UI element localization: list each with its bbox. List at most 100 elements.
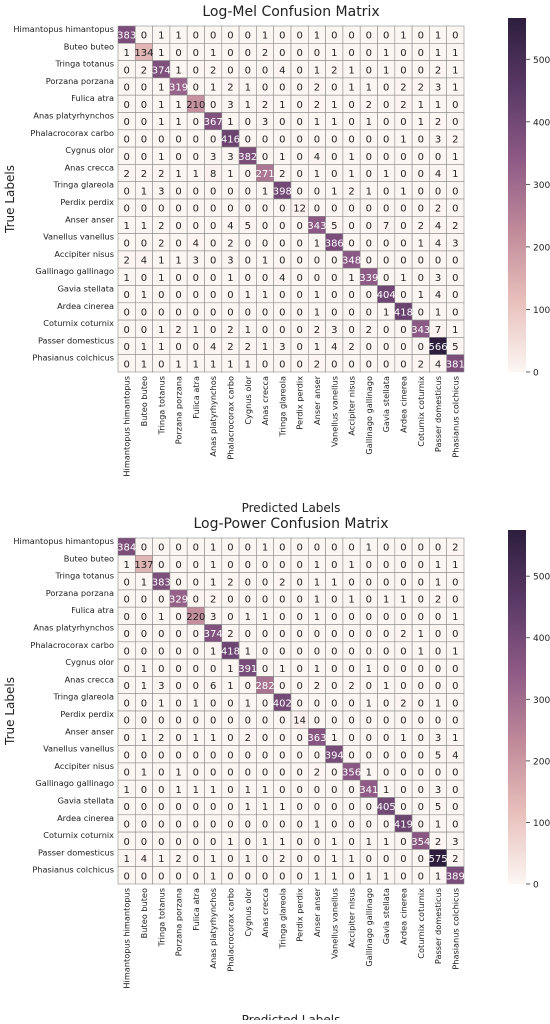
cell-value-label: 0 bbox=[348, 543, 354, 554]
cell-value-label: 0 bbox=[435, 256, 441, 267]
cell-value-label: 0 bbox=[435, 612, 441, 623]
cell-value-label: 2 bbox=[210, 595, 216, 606]
cell-value-label: 1 bbox=[158, 273, 164, 284]
cell-value-label: 0 bbox=[418, 256, 424, 267]
cell-value-label: 0 bbox=[227, 854, 233, 865]
cell-value-label: 418 bbox=[221, 646, 240, 657]
x-tick-label: Accipiter nisus bbox=[347, 376, 357, 436]
cell-value-label: 0 bbox=[331, 664, 337, 675]
cell-value-label: 0 bbox=[331, 802, 337, 813]
cell-value-label: 0 bbox=[279, 681, 285, 692]
cell-value-label: 0 bbox=[123, 290, 129, 301]
cell-value-label: 0 bbox=[348, 204, 354, 215]
x-tick-label: Gallinago gallinago bbox=[364, 376, 374, 455]
cell-value-label: 0 bbox=[383, 612, 389, 623]
cell-value-label: 2 bbox=[158, 169, 164, 180]
x-tick-label: Anser anser bbox=[312, 375, 322, 425]
cell-value-label: 0 bbox=[279, 359, 285, 370]
colorbar-tick-label: 500 bbox=[533, 56, 550, 66]
x-tick-label: Perdix perdix bbox=[295, 888, 305, 942]
cell-value-label: 0 bbox=[366, 152, 372, 163]
cell-value-label: 0 bbox=[366, 290, 372, 301]
cell-value-label: 0 bbox=[123, 83, 129, 94]
cell-value-label: 210 bbox=[186, 100, 205, 111]
cell-value-label: 1 bbox=[366, 837, 372, 848]
cell-value-label: 1 bbox=[141, 290, 147, 301]
cell-value-label: 2 bbox=[400, 629, 406, 640]
cell-value-label: 1 bbox=[314, 307, 320, 318]
cell-value-label: 0 bbox=[279, 48, 285, 59]
cell-value-label: 2 bbox=[314, 359, 320, 370]
cell-value-label: 0 bbox=[400, 560, 406, 571]
cell-value-label: 1 bbox=[366, 543, 372, 554]
cell-value-label: 1 bbox=[158, 256, 164, 267]
cell-value-label: 0 bbox=[141, 750, 147, 761]
cell-value-label: 0 bbox=[210, 31, 216, 42]
cell-value-label: 0 bbox=[262, 733, 268, 744]
cell-value-label: 0 bbox=[452, 117, 458, 128]
cell-value-label: 0 bbox=[296, 134, 302, 145]
cell-value-label: 1 bbox=[175, 169, 181, 180]
cell-value-label: 0 bbox=[348, 221, 354, 232]
cell-value-label: 0 bbox=[227, 768, 233, 779]
cell-value-label: 0 bbox=[366, 854, 372, 865]
cell-value-label: 4 bbox=[210, 342, 216, 353]
heatmap-cells bbox=[117, 25, 465, 373]
cell-value-label: 0 bbox=[158, 664, 164, 675]
cell-value-label: 1 bbox=[262, 290, 268, 301]
cell-value-label: 2 bbox=[435, 204, 441, 215]
x-tick-label: Vanellus vanellus bbox=[329, 376, 339, 447]
cell-value-label: 383 bbox=[152, 577, 171, 588]
y-tick-label: Buteo buteo bbox=[64, 41, 114, 51]
cell-value-label: 0 bbox=[296, 117, 302, 128]
y-tick-label: Tringa glareola bbox=[53, 180, 114, 190]
cell-value-label: 0 bbox=[418, 664, 424, 675]
cell-value-label: 0 bbox=[452, 716, 458, 727]
cell-value-label: 0 bbox=[348, 664, 354, 675]
cell-value-label: 0 bbox=[123, 750, 129, 761]
cell-value-label: 0 bbox=[366, 612, 372, 623]
cell-value-label: 1 bbox=[175, 31, 181, 42]
y-tick-labels: Himantopus himantopus Buteo buteo Tringa t… bbox=[13, 536, 114, 875]
cell-value-label: 0 bbox=[141, 629, 147, 640]
cell-value-label: 2 bbox=[348, 186, 354, 197]
cell-value-label: 0 bbox=[141, 273, 147, 284]
y-tick-label: Phalacrocorax carbo bbox=[30, 128, 114, 138]
cell-value-label: 0 bbox=[175, 612, 181, 623]
chart-title: Log-Power Confusion Matrix bbox=[193, 516, 388, 532]
cell-value-label: 1 bbox=[175, 117, 181, 128]
cell-value-label: 398 bbox=[273, 186, 292, 197]
cell-value-label: 1 bbox=[227, 664, 233, 675]
cell-value-label: 0 bbox=[262, 698, 268, 709]
cell-value-label: 0 bbox=[314, 204, 320, 215]
cell-value-label: 1 bbox=[418, 117, 424, 128]
cell-value-label: 1 bbox=[314, 169, 320, 180]
x-tick-label: Fulica atra bbox=[191, 376, 201, 419]
cell-value-label: 343 bbox=[411, 325, 430, 336]
cell-value-label: 1 bbox=[193, 733, 199, 744]
cell-value-label: 0 bbox=[383, 716, 389, 727]
cell-value-label: 0 bbox=[279, 560, 285, 571]
cell-value-label: 1 bbox=[435, 48, 441, 59]
cell-value-label: 0 bbox=[314, 543, 320, 554]
cell-value-label: 1 bbox=[452, 48, 458, 59]
cell-value-label: 382 bbox=[238, 152, 257, 163]
cell-value-label: 1 bbox=[210, 854, 216, 865]
cell-value-label: 3 bbox=[435, 83, 441, 94]
y-tick-label: Buteo buteo bbox=[64, 553, 114, 563]
cell-value-label: 0 bbox=[175, 733, 181, 744]
cell-value-label: 1 bbox=[331, 577, 337, 588]
cell-value-label: 1 bbox=[210, 83, 216, 94]
cell-value-label: 0 bbox=[366, 681, 372, 692]
cell-value-label: 1 bbox=[314, 65, 320, 76]
cell-value-label: 0 bbox=[210, 238, 216, 249]
cell-value-label: 0 bbox=[158, 768, 164, 779]
cell-value-label: 0 bbox=[418, 204, 424, 215]
cell-value-label: 1 bbox=[123, 221, 129, 232]
cell-value-label: 0 bbox=[400, 290, 406, 301]
cell-value-label: 0 bbox=[452, 698, 458, 709]
cell-value-label: 0 bbox=[400, 768, 406, 779]
cell-value-label: 0 bbox=[435, 716, 441, 727]
cell-value-label: 0 bbox=[123, 716, 129, 727]
cell-value-label: 0 bbox=[452, 664, 458, 675]
